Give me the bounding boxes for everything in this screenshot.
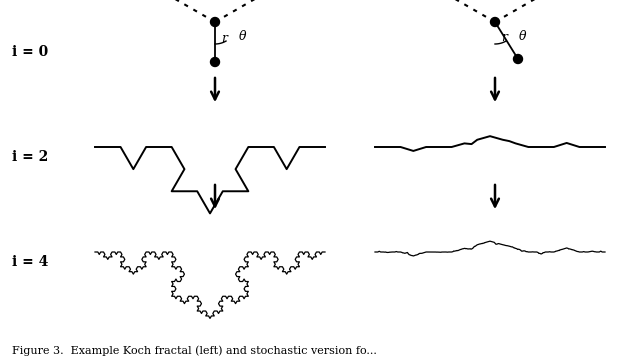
Circle shape: [490, 17, 499, 26]
Text: r: r: [221, 33, 227, 46]
Circle shape: [211, 58, 220, 67]
Text: Figure 3.  Example Koch fractal (left) and stochastic version fo...: Figure 3. Example Koch fractal (left) an…: [12, 345, 377, 356]
Text: i = 2: i = 2: [12, 150, 48, 164]
Circle shape: [211, 17, 220, 26]
Circle shape: [513, 55, 522, 63]
Text: θ: θ: [239, 29, 246, 42]
Text: r: r: [501, 31, 507, 44]
Text: i = 4: i = 4: [12, 255, 49, 269]
Text: i = 0: i = 0: [12, 45, 48, 59]
Text: θ: θ: [519, 29, 527, 42]
